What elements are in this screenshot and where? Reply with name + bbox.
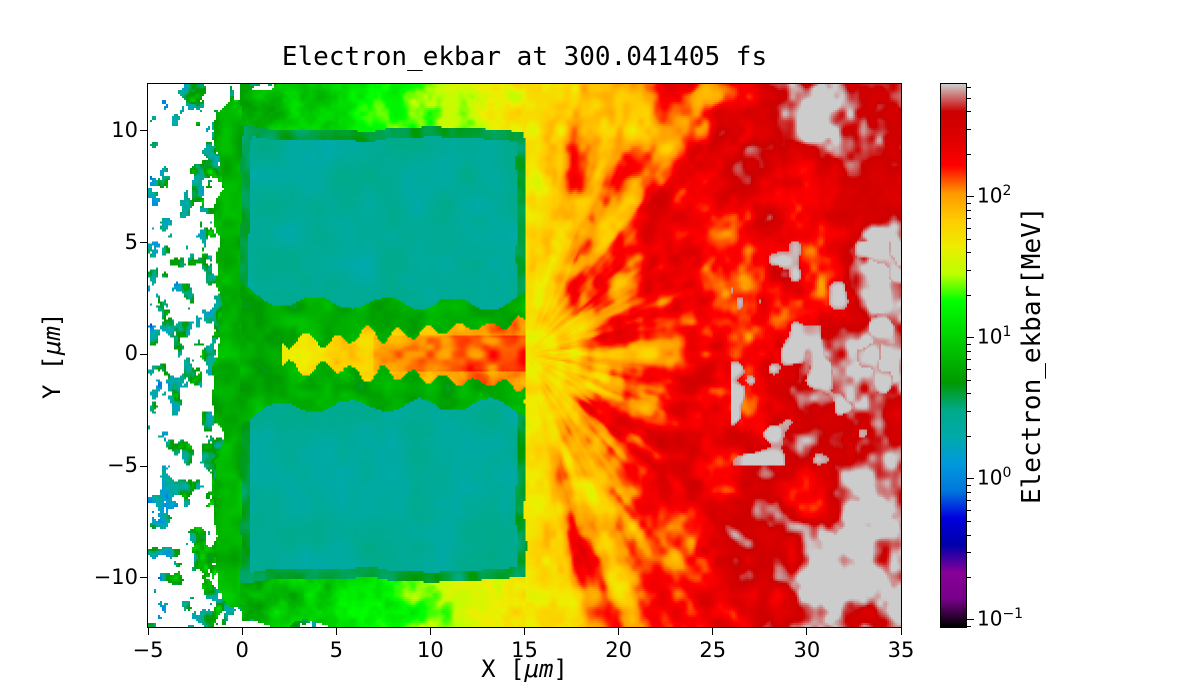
colorbar-minor-tick-mark [967, 484, 971, 486]
colorbar-tick-mark [967, 478, 974, 480]
colorbar-tick-label: 101 [977, 323, 1012, 349]
x-tick-mark [524, 628, 525, 635]
chart-title: Electron_ekbar at 300.041405 fs [281, 42, 768, 72]
colorbar-minor-tick-mark [967, 379, 971, 381]
colorbar-minor-tick-mark [967, 97, 971, 99]
colorbar-minor-tick-mark [967, 202, 971, 204]
colorbar-minor-tick-mark [967, 359, 971, 361]
colorbar-tick-label: 100 [977, 464, 1012, 490]
x-tick-mark [618, 628, 620, 635]
y-tick-label: 10 [111, 117, 138, 142]
colorbar-minor-tick-mark [967, 343, 971, 345]
y-tick-label: 5 [124, 229, 138, 254]
colorbar-minor-tick-mark [967, 218, 971, 220]
y-axis-label-post: ] [38, 312, 66, 327]
colorbar-tick-mark [967, 619, 974, 621]
colorbar-minor-tick-mark [967, 209, 971, 211]
y-tick-mark [140, 577, 147, 579]
colorbar-minor-tick-mark [967, 129, 971, 131]
colorbar-minor-tick-mark [967, 368, 971, 370]
colorbar-minor-tick-mark [967, 500, 971, 502]
colorbar-minor-tick-mark [967, 552, 971, 554]
x-tick-mark [429, 628, 431, 635]
colorbar-minor-tick-mark [967, 238, 971, 240]
x-axis-label: X [μm] [148, 655, 901, 683]
colorbar-label: Electron_ekbar[MeV] [1017, 206, 1047, 505]
x-tick-mark [241, 628, 243, 635]
colorbar-minor-tick-mark [967, 270, 971, 272]
x-tick-mark [712, 628, 714, 635]
colorbar-minor-tick-mark [967, 576, 971, 578]
colorbar-minor-tick-mark [967, 534, 971, 536]
y-tick-label: 0 [124, 341, 138, 366]
x-axis-label-post: ] [553, 655, 568, 683]
colorbar-minor-tick-mark [967, 86, 971, 88]
y-tick-label: −5 [107, 453, 138, 478]
y-tick-label: −10 [93, 564, 138, 589]
colorbar-minor-tick-mark [967, 625, 971, 627]
colorbar-minor-tick-mark [967, 509, 971, 511]
y-tick-mark [140, 465, 147, 467]
y-tick-mark [140, 353, 147, 355]
colorbar-minor-tick-mark [967, 111, 971, 113]
colorbar-minor-tick-mark [967, 252, 971, 254]
colorbar-tick-mark [967, 337, 974, 339]
x-tick-mark [806, 628, 808, 635]
colorbar-minor-tick-mark [967, 153, 971, 155]
colorbar-minor-tick-mark [967, 227, 971, 229]
x-tick-mark [900, 628, 902, 635]
colorbar-minor-tick-mark [967, 435, 971, 437]
colorbar-minor-tick-mark [967, 492, 971, 494]
colorbar-tick-label: 102 [977, 182, 1012, 208]
colorbar-minor-tick-mark [967, 351, 971, 353]
x-axis-label-math: μm [524, 655, 554, 683]
heatmap-canvas [147, 83, 902, 628]
colorbar [940, 83, 967, 628]
y-axis-label-pre: Y [ [38, 355, 66, 399]
x-tick-mark [147, 628, 149, 635]
y-tick-mark [140, 130, 147, 132]
x-axis-label-pre: X [ [481, 655, 525, 683]
colorbar-minor-tick-mark [967, 520, 971, 522]
y-axis-label: Y [μm] [34, 84, 70, 627]
colorbar-minor-tick-mark [967, 411, 971, 413]
x-tick-mark [335, 628, 337, 635]
colorbar-minor-tick-mark [967, 294, 971, 296]
y-tick-mark [140, 242, 147, 244]
y-axis-label-math: μm [38, 326, 66, 356]
colorbar-minor-tick-mark [967, 393, 971, 395]
colorbar-tick-mark [967, 196, 974, 198]
